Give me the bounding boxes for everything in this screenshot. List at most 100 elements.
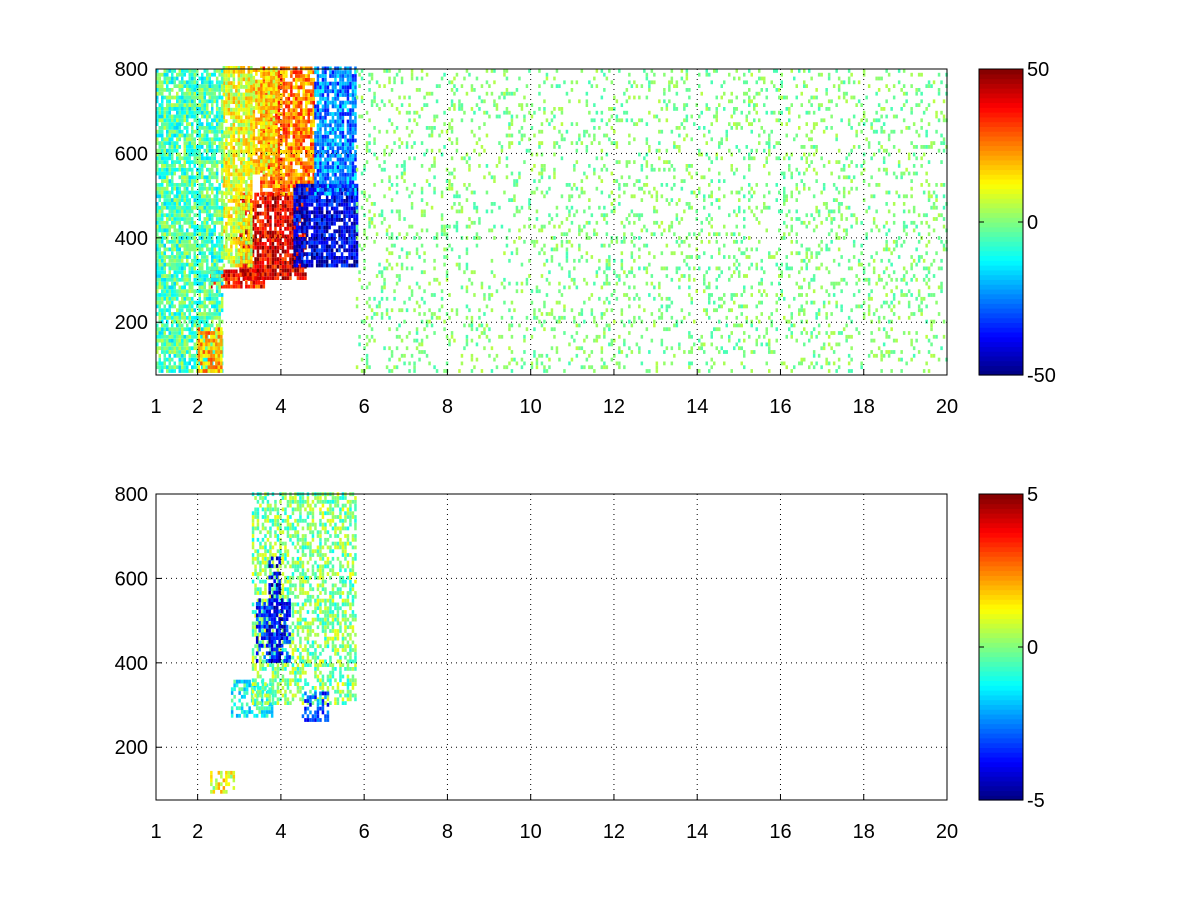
heatmap-cell [325, 202, 329, 207]
heatmap-cell [215, 198, 219, 202]
heatmap-cell [307, 153, 310, 158]
heatmap-cell [191, 152, 194, 157]
heatmap-cell [339, 108, 342, 113]
heatmap-cell [203, 88, 206, 92]
heatmap-cell [227, 277, 231, 281]
heatmap-cell [200, 357, 203, 362]
heatmap-cell [213, 232, 216, 237]
heatmap-cell [290, 180, 293, 185]
heatmap-cell [275, 163, 278, 167]
heatmap-cell [285, 150, 288, 154]
heatmap-cell [163, 251, 166, 256]
heatmap-cell [191, 353, 194, 358]
heatmap-cell [191, 145, 194, 149]
heatmap-cell [302, 127, 305, 131]
heatmap-cell [186, 228, 189, 233]
heatmap-cell [191, 247, 194, 252]
heatmap-cell [163, 228, 166, 233]
heatmap-cell [300, 263, 304, 268]
heatmap-cell [213, 220, 216, 225]
heatmap-cell [220, 156, 224, 161]
heatmap-cell [178, 357, 181, 362]
heatmap-cell [270, 83, 273, 88]
heatmap-cell [171, 232, 174, 237]
heatmap-cell [302, 146, 305, 150]
heatmap-cell [232, 199, 236, 203]
heatmap-cell [287, 100, 291, 105]
heatmap-cell [156, 80, 159, 85]
heatmap-cell [200, 353, 203, 358]
heatmap-cell [225, 111, 228, 116]
heatmap-cell [168, 266, 171, 271]
heatmap-cell [227, 256, 231, 260]
heatmap-cell [201, 103, 204, 107]
heatmap-cell [289, 200, 292, 205]
heatmap-cell [191, 220, 194, 225]
heatmap-cell [188, 114, 191, 119]
heatmap-cell [292, 131, 296, 135]
heatmap-cell [163, 164, 166, 168]
heatmap-cell [215, 205, 219, 210]
heatmap-cell [360, 114, 364, 119]
heatmap-cell [326, 81, 330, 86]
heatmap-cell [220, 300, 224, 305]
heatmap-cell [291, 261, 295, 265]
heatmap-cell [341, 104, 345, 109]
heatmap-cell [261, 200, 265, 205]
heatmap-cell [328, 225, 331, 230]
heatmap-cell [302, 169, 305, 173]
heatmap-cell [206, 152, 209, 157]
heatmap-cell [333, 263, 336, 268]
heatmap-cell [272, 151, 276, 156]
heatmap-cell [275, 188, 278, 192]
heatmap-cell [166, 232, 169, 237]
heatmap-cell [230, 100, 233, 104]
heatmap-cell [156, 148, 159, 153]
heatmap-cell [331, 172, 335, 177]
heatmap-cell [300, 172, 303, 177]
heatmap-cell [293, 248, 296, 253]
heatmap-cell [349, 146, 352, 150]
heatmap-cell [298, 191, 301, 196]
heatmap-cell [292, 150, 296, 154]
heatmap-cell [215, 266, 219, 271]
heatmap-cell [198, 129, 201, 134]
heatmap-cell [202, 361, 206, 366]
heatmap-cell [201, 88, 204, 92]
heatmap-cell [325, 210, 329, 215]
heatmap-cell [178, 198, 181, 202]
heatmap-cell [266, 200, 270, 205]
heatmap-cell [198, 103, 201, 107]
heatmap-cell [339, 74, 342, 78]
heatmap-cell [215, 236, 219, 240]
heatmap-cell [328, 237, 331, 241]
heatmap-cell [250, 136, 253, 141]
heatmap-cell [313, 195, 316, 199]
heatmap-cell [344, 134, 347, 139]
heatmap-cell [198, 270, 201, 275]
heatmap-cell [261, 253, 265, 258]
heatmap-cell [305, 93, 308, 97]
heatmap-cell [312, 108, 315, 113]
heatmap-cell [222, 153, 226, 158]
heatmap-cell [343, 214, 346, 218]
heatmap-cell [178, 277, 181, 282]
heatmap-cell [313, 229, 316, 234]
heatmap-cell [227, 111, 231, 116]
heatmap-cell [308, 202, 311, 207]
heatmap-cell [201, 243, 204, 248]
heatmap-cell [284, 257, 287, 261]
heatmap-cell [168, 342, 171, 347]
heatmap-cell [349, 172, 352, 177]
heatmap-cell [166, 114, 169, 119]
heatmap-cell [250, 153, 253, 158]
heatmap-cell [295, 100, 298, 105]
heatmap-cell [158, 338, 161, 343]
heatmap-cell [183, 183, 186, 187]
heatmap-cell [193, 194, 196, 199]
heatmap-cell [333, 252, 336, 256]
heatmap-cell [307, 131, 310, 135]
heatmap-cell [237, 237, 241, 241]
heatmap-cell [360, 205, 364, 210]
heatmap-cell [156, 296, 159, 301]
